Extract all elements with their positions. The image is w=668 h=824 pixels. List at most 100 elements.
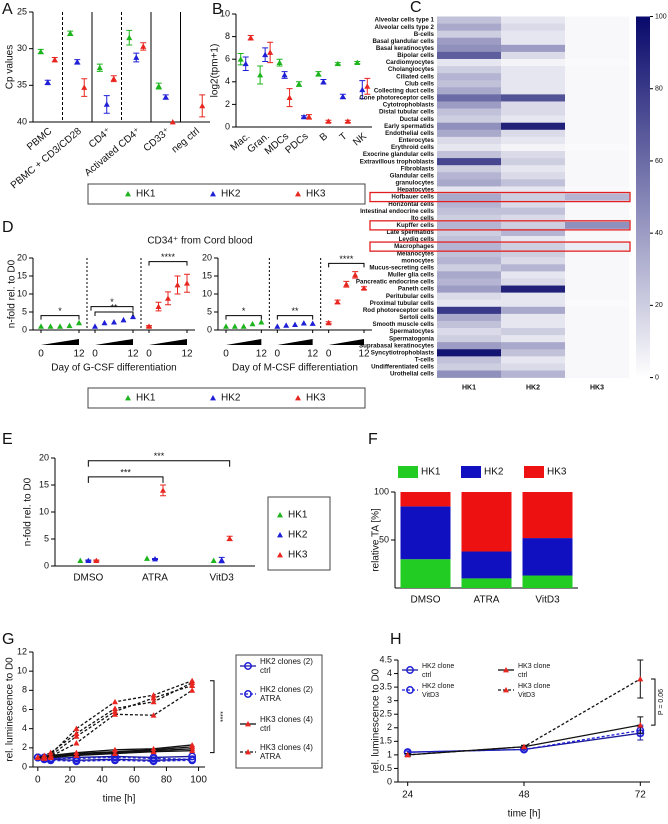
bar-segment — [461, 551, 512, 579]
x-tick-label: VitD3 — [535, 595, 560, 606]
heat-cell — [501, 186, 566, 194]
column-label: HK2 — [526, 384, 540, 391]
x-tick-label: 12 — [256, 349, 268, 360]
point — [637, 722, 644, 728]
point — [286, 94, 293, 101]
heat-cell — [437, 349, 502, 357]
heat-cell — [501, 313, 566, 322]
heat-cell — [437, 363, 502, 371]
legend-swatch — [461, 466, 481, 478]
highlight-box — [369, 220, 631, 231]
row-label: B-cells — [414, 31, 435, 38]
row-label: Ito cells — [411, 215, 435, 222]
row-label: Cytotrophoblasts — [383, 102, 435, 109]
panel-letter: G — [2, 631, 14, 648]
point — [343, 281, 350, 287]
point — [72, 757, 81, 766]
x-tick-label: 0 — [326, 349, 332, 360]
y-axis-label: rel. luminescence to D0 — [5, 657, 16, 762]
heat-cell — [565, 221, 630, 230]
legend-sublabel: VitD3 — [518, 692, 535, 699]
y-tick-label: 2 — [225, 99, 230, 109]
y-tick-label: 10 — [39, 506, 49, 516]
legend-label: HK2 clones (2) — [260, 657, 313, 666]
x-tick-label: 0 — [35, 775, 41, 786]
row-label: Urothelial cells — [390, 371, 435, 378]
highlight-box — [369, 191, 631, 203]
row-label: Alveolar cells type 2 — [374, 24, 434, 31]
heat-cell — [501, 151, 566, 159]
point — [257, 72, 264, 78]
heat-cell — [501, 136, 566, 145]
y-tick-label: 100 — [374, 486, 389, 496]
row-label: Exocrine glandular cells — [363, 151, 435, 158]
bar-segment — [522, 538, 573, 576]
heat-cell — [437, 186, 502, 194]
highlight-box — [369, 241, 631, 252]
point — [199, 102, 206, 109]
heat-cell — [437, 313, 502, 322]
y-tick-label: 3.5 — [379, 681, 392, 691]
row-label: Club cells — [405, 80, 435, 87]
panel-letter: H — [390, 631, 402, 648]
y-axis-label: n-fold rel. to D0 — [23, 477, 34, 546]
heat-cell — [437, 335, 502, 343]
y-tick-label: 8 — [225, 31, 230, 41]
wedge — [41, 339, 79, 345]
row-label: Syncytiotrophoblasts — [371, 349, 435, 356]
y-axis-label: rel. luminescence to D0 — [371, 668, 382, 773]
point — [352, 271, 359, 278]
heat-cell — [501, 349, 566, 357]
heat-cell — [501, 30, 566, 39]
point — [74, 58, 81, 65]
x-tick-label: 80 — [161, 775, 173, 786]
row-label: Intestinal endocrine cells — [360, 208, 434, 215]
heat-cell — [565, 228, 630, 237]
point — [73, 740, 80, 746]
heat-cell — [565, 30, 630, 39]
point — [210, 557, 217, 563]
point — [150, 712, 157, 718]
legend-label: HK3 — [306, 189, 326, 200]
row-label: Peritubular cells — [386, 293, 435, 300]
heat-cell — [437, 356, 502, 364]
heat-cell — [565, 356, 630, 364]
row-label: Glandular cells — [390, 172, 435, 179]
heat-cell — [565, 306, 630, 315]
point — [101, 319, 108, 326]
heat-cell — [565, 264, 630, 272]
row-label: granulocytes — [395, 180, 434, 187]
heat-cell — [565, 51, 630, 60]
heat-cell — [437, 122, 502, 131]
row-label: Mucus-secreting cells — [369, 264, 434, 271]
y-tick-label: 50 — [379, 534, 389, 544]
point — [242, 60, 249, 67]
legend-label: HK3 — [288, 550, 308, 561]
row-label: Cardiomyocytes — [386, 59, 435, 66]
row-label: Cholangiocytes — [388, 66, 435, 73]
heat-cell — [565, 101, 630, 109]
legend-box — [87, 183, 366, 205]
point — [67, 30, 74, 36]
legend-marker — [277, 552, 283, 558]
row-label: Hepatocytes — [397, 187, 434, 194]
x-tick-label: 12 — [307, 349, 319, 360]
bar-segment — [400, 492, 451, 507]
heat-cell — [437, 16, 502, 24]
heat-cell — [437, 179, 502, 187]
x-tick-label: 12 — [181, 349, 193, 360]
legend-label: HK2 — [484, 467, 504, 478]
y-axis-label: n-fold rel. to D0 — [7, 259, 18, 328]
point — [152, 555, 158, 562]
heat-cell — [501, 122, 566, 131]
x-tick-label: 12 — [73, 349, 85, 360]
heat-cell — [501, 80, 566, 88]
heat-cell — [565, 122, 630, 131]
y-tick-label: 2 — [22, 742, 27, 752]
point — [262, 51, 269, 58]
row-label: Spermatogonia — [389, 335, 435, 342]
heat-cell — [501, 101, 566, 109]
point — [223, 323, 229, 329]
point — [150, 748, 157, 755]
